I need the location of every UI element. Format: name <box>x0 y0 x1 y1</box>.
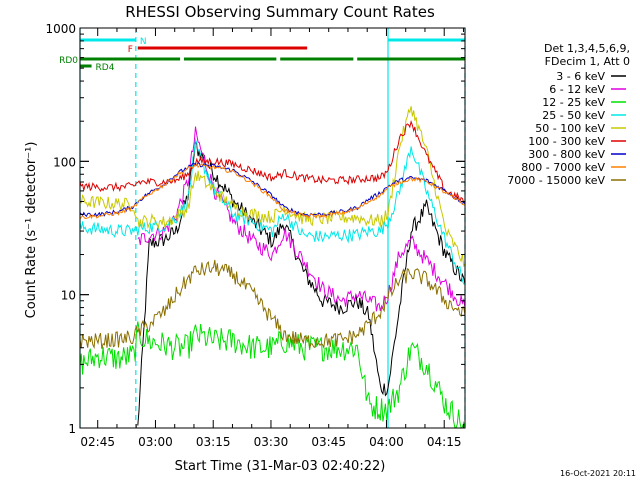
x-tick-label: 02:45 <box>80 435 115 449</box>
legend-item-label: 6 - 12 keV <box>549 83 605 96</box>
legend: Det 1,3,4,5,6,9,FDecim 1, Att 0 3 - 6 keV… <box>507 42 630 187</box>
flag-label-f: F <box>128 45 133 55</box>
legend-item-label: 800 - 7000 keV <box>521 161 605 174</box>
y-tick-label: 10 <box>61 289 76 303</box>
series-line-25to50keV <box>79 137 466 285</box>
x-tick-label: 03:15 <box>196 435 231 449</box>
legend-item-label: 100 - 300 keV <box>528 135 605 148</box>
series-line-7000to15000keV <box>79 259 466 350</box>
flag-label-rd4: RD4 <box>96 63 115 73</box>
y-axis-label: Count Rate (s⁻¹ detector⁻¹) <box>24 142 39 319</box>
series-line-12to25keV <box>79 321 466 429</box>
footer-date: 16-Oct-2021 20:11 <box>560 469 636 478</box>
series-line-300to800keV <box>79 162 466 218</box>
legend-item-label: 300 - 800 keV <box>528 148 605 161</box>
legend-item-label: 3 - 6 keV <box>556 70 605 83</box>
y-tick-label: 100 <box>53 155 76 169</box>
plot-frame <box>79 27 466 429</box>
flag-label-rd0: RD0 <box>59 56 78 66</box>
legend-header-line: FDecim 1, Att 0 <box>545 55 630 68</box>
x-tick-label: 03:00 <box>138 435 173 449</box>
legend-header-line: Det 1,3,4,5,6,9, <box>544 42 630 55</box>
series-line-800to7000keV <box>79 163 466 220</box>
axis-layer: 1 10 100 1000 02:45 03:00 03:15 03:30 03:45 04:00… <box>45 22 465 449</box>
series-line-6to12keV <box>137 126 466 312</box>
x-tick-label: 04:15 <box>427 435 462 449</box>
y-tick-label: 1000 <box>45 22 76 36</box>
series-line-50to100keV <box>79 106 466 268</box>
legend-item-label: 7000 - 15000 keV <box>507 174 605 187</box>
legend-item-label: 12 - 25 keV <box>542 96 605 109</box>
flag-label-n: N <box>140 37 147 47</box>
legend-item-label: 25 - 50 keV <box>542 109 605 122</box>
x-tick-label: 04:00 <box>369 435 404 449</box>
chart-title: RHESSI Observing Summary Count Rates <box>125 3 435 21</box>
y-tick-label: 1 <box>68 422 76 436</box>
series-line-100to300keV <box>79 119 466 204</box>
legend-item-label: 50 - 100 keV <box>535 122 605 135</box>
x-tick-label: 03:45 <box>311 435 346 449</box>
x-tick-label: 03:30 <box>254 435 289 449</box>
series-layer <box>79 106 466 429</box>
x-axis-label: Start Time (31-Mar-03 02:40:22) <box>175 459 386 474</box>
